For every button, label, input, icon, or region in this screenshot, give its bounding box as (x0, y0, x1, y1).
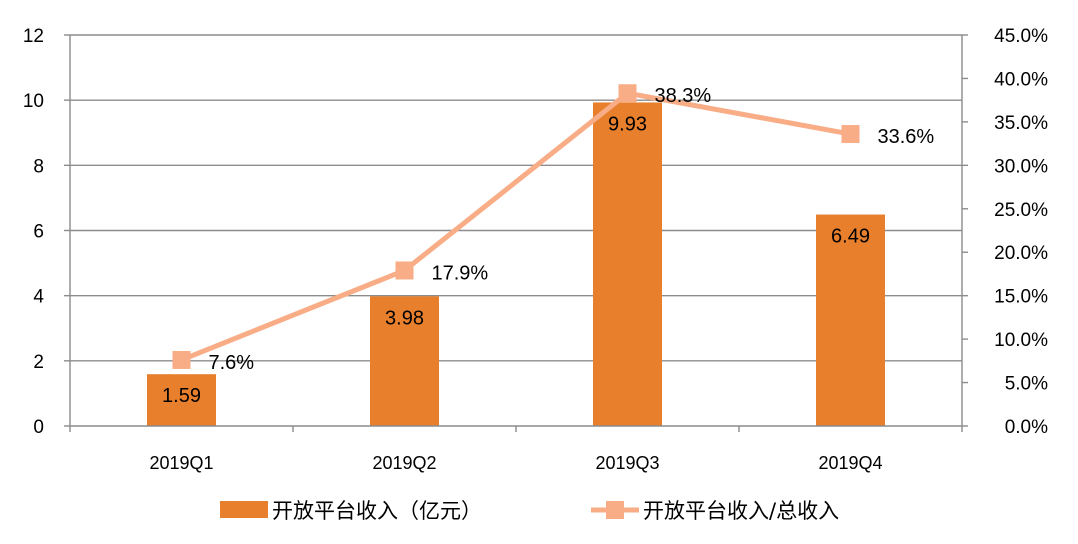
line-series: 7.6% 17.9% 38.3% 33.6% (172, 84, 935, 374)
bar-data-label: 3.98 (385, 307, 424, 329)
y-right-tick-label: 15.0% (994, 287, 1048, 308)
line-data-label: 38.3% (655, 85, 712, 107)
y-right-tick-label: 25.0% (994, 200, 1048, 221)
y-right-tick-label: 40.0% (994, 69, 1048, 90)
legend-swatch-bar (220, 501, 268, 518)
y-right-tick-label: 10.0% (994, 330, 1048, 351)
line-data-label: 7.6% (209, 352, 255, 374)
bar (816, 214, 885, 426)
y-left-tick-label: 4 (33, 287, 44, 308)
gridlines (70, 34, 962, 362)
axes: 0 2 4 6 8 10 12 0.0% 5.0% 10.0% 15.0% 20.0% 25.0% 30.… (23, 26, 1048, 473)
bar-series: 1.59 3.98 9.93 6.49 (147, 102, 885, 426)
x-tick-label: 2019Q4 (818, 453, 882, 473)
line-marker (395, 261, 414, 280)
x-tick-label: 2019Q2 (372, 453, 436, 473)
bar-data-label: 6.49 (831, 226, 870, 248)
bar (593, 102, 662, 426)
legend-swatch-marker (606, 501, 624, 519)
y-right-tick-label: 5.0% (1005, 374, 1048, 395)
line-marker (841, 125, 860, 144)
y-left-tick-label: 0 (33, 417, 44, 438)
x-tick-label: 2019Q3 (595, 453, 659, 473)
line-marker (172, 350, 191, 369)
y-left-tick-label: 6 (33, 222, 44, 243)
y-left-tick-label: 2 (33, 352, 44, 373)
y-right-tick-label: 20.0% (994, 243, 1048, 264)
line-data-label: 33.6% (878, 126, 935, 148)
y-left-tick-label: 12 (23, 26, 44, 47)
series-line (180, 90, 851, 363)
bar-data-label: 9.93 (608, 113, 647, 135)
legend: 开放平台收入（亿元） 开放平台收入/总收入 (220, 499, 839, 523)
y-right-tick-label: 30.0% (994, 156, 1048, 177)
y-left-tick-label: 10 (23, 91, 44, 112)
y-right-tick-label: 45.0% (994, 26, 1048, 47)
y-right-tick-label: 0.0% (1005, 417, 1048, 438)
bar (370, 296, 439, 426)
line-marker (618, 84, 637, 103)
line-data-label: 17.9% (432, 262, 489, 284)
y-left-tick-label: 8 (33, 156, 44, 177)
y-right-tick-label: 35.0% (994, 113, 1048, 134)
x-tick-label: 2019Q1 (149, 453, 213, 473)
legend-label-line: 开放平台收入/总收入 (643, 499, 839, 523)
bar-data-label: 1.59 (162, 385, 201, 407)
legend-label-bar: 开放平台收入（亿元） (272, 499, 482, 523)
bar (147, 374, 216, 426)
